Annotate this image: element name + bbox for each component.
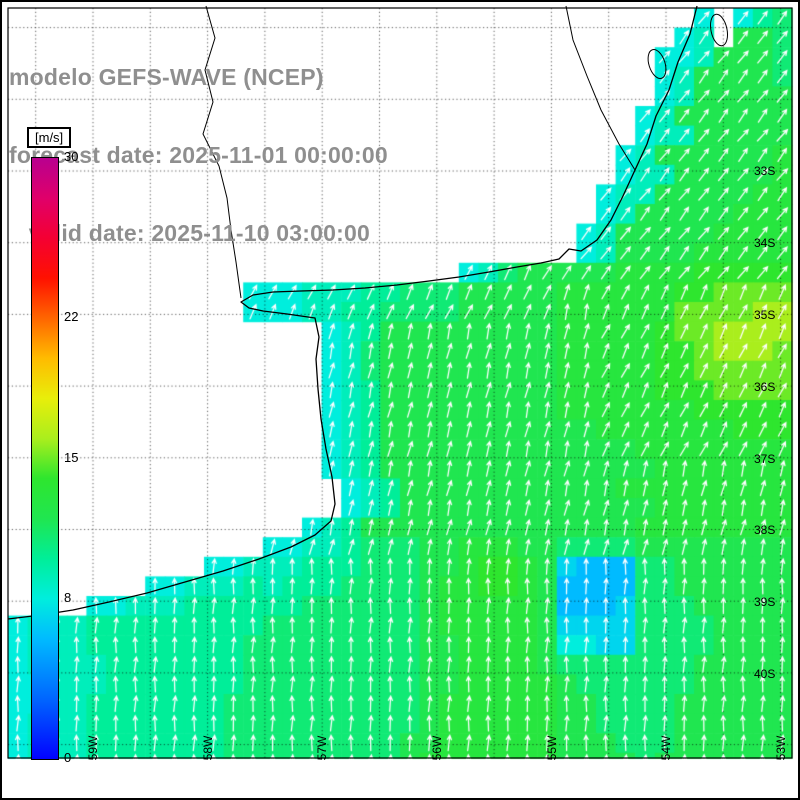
colorbar-unit-label: [m/s] bbox=[27, 127, 72, 148]
longitude-label: 55W bbox=[545, 735, 559, 761]
coastline bbox=[7, 5, 698, 620]
colorbar-tick-label: 30 bbox=[64, 149, 79, 164]
lagoon-outline-2 bbox=[709, 13, 729, 47]
colorbar-tick-label: 15 bbox=[64, 449, 79, 465]
latitude-label: 38S bbox=[754, 523, 776, 537]
brazil-uruguay-border bbox=[565, 5, 636, 171]
colorbar-gradient bbox=[31, 157, 59, 760]
colorbar-tick-label: 22 bbox=[64, 309, 79, 325]
model-title: modelo GEFS-WAVE (NCEP) bbox=[9, 64, 324, 90]
longitude-label: 57W bbox=[315, 735, 329, 761]
latitude-label: 33S bbox=[754, 164, 776, 178]
latitude-label: 37S bbox=[754, 452, 776, 466]
latitude-label: 34S bbox=[754, 236, 776, 250]
map-titles: modelo GEFS-WAVE (NCEP) forecast date: 2… bbox=[9, 12, 388, 298]
plot-frame bbox=[7, 7, 793, 759]
longitude-label: 53W bbox=[774, 735, 788, 761]
longitude-label: 54W bbox=[659, 735, 673, 761]
colorbar-tick-label: 8 bbox=[64, 589, 72, 605]
valid-date: valid date: 2025-11-10 03:00:00 bbox=[9, 220, 370, 246]
longitude-label: 56W bbox=[430, 735, 444, 761]
latitude-label: 39S bbox=[754, 595, 776, 609]
uruguay-river-border bbox=[202, 5, 242, 299]
latitude-label: 35S bbox=[754, 308, 776, 322]
longitude-label: 59W bbox=[86, 735, 100, 761]
lagoon-outline-1 bbox=[647, 49, 667, 79]
latitude-label: 40S bbox=[754, 667, 776, 681]
longitude-label: 58W bbox=[201, 735, 215, 761]
latitude-label: 36S bbox=[754, 380, 776, 394]
colorbar-tick-label: 0 bbox=[64, 750, 72, 765]
